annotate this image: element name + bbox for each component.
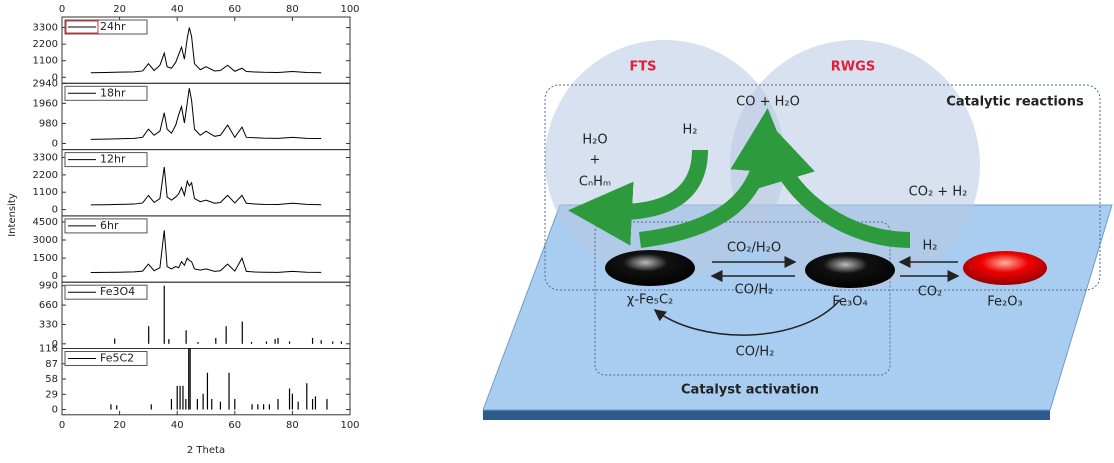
y-tick-label: 3300 (33, 152, 58, 163)
y-tick-label: 2200 (33, 39, 58, 50)
label: CₙHₘ (579, 175, 611, 190)
green-arrow (753, 119, 911, 248)
y-tick-label: 3000 (33, 235, 58, 246)
label: CO₂/H₂O (727, 241, 781, 256)
y-tick-label: 2200 (33, 170, 58, 181)
xrd-line (90, 230, 322, 274)
plate-edge (483, 410, 1050, 420)
y-tick-label: 330 (39, 319, 58, 330)
x-tick-label: 40 (171, 4, 184, 15)
particle (605, 250, 695, 286)
x-tick-label: 60 (228, 420, 241, 431)
legend-label: Fe3O4 (100, 285, 135, 298)
label: CO₂ + H₂ (909, 185, 968, 200)
x-tick-label: 40 (171, 420, 184, 431)
green-arrow (568, 149, 708, 246)
x-tick-label: 80 (286, 420, 299, 431)
label: FTS (629, 60, 656, 75)
label: CO + H₂O (736, 95, 800, 110)
y-tick-label: 2940 (33, 78, 58, 89)
y-tick-label: 0 (52, 339, 58, 350)
rwgs-circle (730, 40, 980, 290)
y-tick-label: 1500 (33, 253, 58, 264)
legend-label: 12hr (100, 153, 126, 166)
x-tick-label: 0 (59, 4, 65, 15)
legend-label: 24hr (100, 20, 126, 33)
label: H₂ (923, 239, 938, 254)
legend-label: Fe5C2 (100, 352, 134, 365)
x-tick-label: 20 (113, 420, 126, 431)
y-tick-label: 4500 (33, 217, 58, 228)
label: RWGS (831, 60, 875, 75)
label: CO/H₂ (735, 283, 774, 298)
y-tick-label: 0 (52, 271, 58, 282)
y-tick-label: 1100 (33, 187, 58, 198)
y-tick-label: 0 (52, 405, 58, 416)
legend-box (64, 218, 148, 234)
label: Catalyst activation (681, 383, 819, 398)
label: H₂O (582, 133, 607, 148)
legend-box (64, 351, 148, 366)
label: H₂ (683, 123, 698, 138)
legend-label: 6hr (100, 219, 119, 232)
label: CO₂ (918, 285, 943, 300)
label: + (590, 153, 601, 168)
y-tick-label: 0 (52, 205, 58, 216)
label: χ-Fe₅C₂ (627, 293, 673, 308)
legend-box (64, 284, 148, 300)
legend-box (64, 19, 148, 35)
y-tick-label: 3300 (33, 23, 58, 34)
x-axis-label: 2 Theta (187, 445, 225, 456)
panel-frame (61, 348, 351, 416)
y-tick-label: 990 (39, 281, 58, 292)
legend-box (64, 85, 148, 101)
y-tick-label: 1960 (33, 98, 58, 109)
y-tick-label: 29 (45, 389, 58, 400)
y-axis-label: Intensity (7, 193, 18, 237)
legend-label: 18hr (100, 86, 126, 99)
reactions-box (544, 84, 1101, 291)
xrd-line (90, 27, 322, 74)
y-tick-label: 87 (45, 359, 58, 370)
diagram: FTS RWGS Catalytic reactions CO + H₂O H₂… (482, 40, 1113, 420)
particle (805, 252, 895, 288)
y-tick-label: 1100 (33, 56, 58, 67)
label: Fe₂O₃ (987, 295, 1022, 310)
y-tick-label: 980 (39, 118, 58, 129)
label: CO/H₂ (736, 345, 775, 360)
selection-marker (65, 20, 99, 34)
label: Fe₃O₄ (832, 295, 867, 310)
xrd-line (90, 166, 322, 206)
activation-box (594, 221, 891, 376)
x-tick-label: 60 (228, 4, 241, 15)
x-tick-label: 0 (59, 420, 65, 431)
legend-box (64, 152, 148, 168)
particle (963, 251, 1047, 285)
y-tick-label: 116 (39, 344, 58, 355)
x-tick-label: 80 (286, 4, 299, 15)
y-tick-label: 0 (52, 72, 58, 83)
x-tick-label: 100 (340, 420, 359, 431)
y-tick-label: 660 (39, 300, 58, 311)
x-tick-label: 100 (340, 4, 359, 15)
y-tick-label: 58 (45, 374, 58, 385)
arrow (653, 299, 841, 336)
xrd-line (90, 88, 322, 140)
label: Catalytic reactions (946, 95, 1084, 110)
y-tick-label: 0 (52, 138, 58, 149)
x-tick-label: 20 (113, 4, 126, 15)
